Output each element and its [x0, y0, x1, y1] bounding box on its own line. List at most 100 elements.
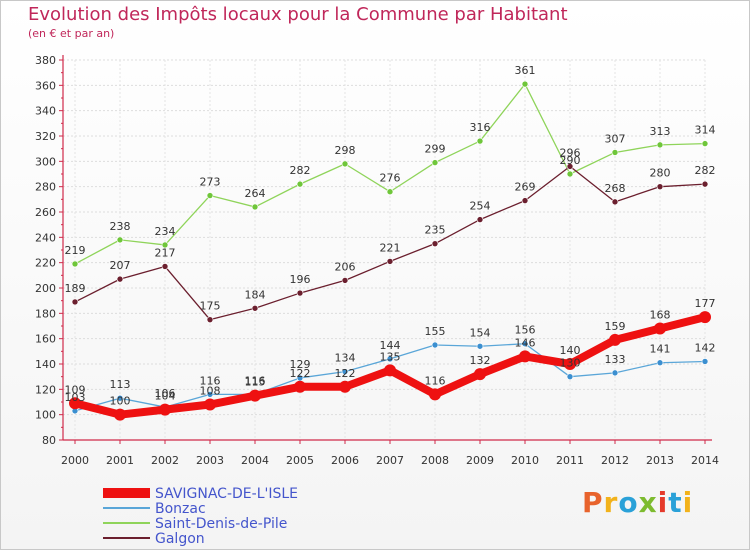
- legend-label: Bonzac: [155, 501, 206, 517]
- x-tick-label: 2008: [421, 454, 449, 467]
- data-label: 298: [335, 144, 356, 157]
- data-label: 113: [110, 378, 131, 391]
- x-tick-label: 2006: [331, 454, 359, 467]
- data-label: 156: [515, 324, 536, 337]
- data-point: [161, 241, 169, 249]
- y-tick-label: 340: [35, 105, 56, 118]
- data-label: 280: [650, 167, 671, 180]
- y-tick-label: 280: [35, 181, 56, 194]
- y-tick-label: 320: [35, 130, 56, 143]
- data-label: 217: [155, 246, 176, 259]
- data-label: 133: [605, 353, 626, 366]
- y-tick-label: 240: [35, 231, 56, 244]
- data-label: 116: [200, 374, 221, 387]
- data-point: [701, 358, 709, 365]
- data-point: [386, 258, 394, 265]
- y-tick-label: 180: [35, 307, 56, 320]
- data-point: [609, 333, 621, 346]
- data-point: [116, 394, 124, 402]
- data-label: 316: [470, 121, 491, 134]
- x-tick-label: 2004: [241, 454, 269, 467]
- data-label: 276: [380, 172, 401, 185]
- data-point: [431, 159, 439, 166]
- x-tick-label: 2007: [376, 454, 404, 467]
- data-point: [611, 198, 619, 206]
- data-label: 219: [65, 244, 86, 257]
- data-point: [161, 263, 169, 270]
- data-point: [251, 304, 259, 312]
- data-label: 264: [245, 187, 266, 200]
- data-point: [386, 188, 394, 196]
- data-point: [159, 403, 171, 416]
- data-label: 115: [245, 376, 266, 389]
- data-label: 296: [560, 146, 581, 159]
- y-tick-label: 380: [35, 54, 56, 67]
- data-point: [521, 197, 529, 204]
- data-label: 108: [200, 385, 221, 398]
- legend-label: Galgon: [155, 531, 205, 547]
- x-tick-label: 2001: [106, 454, 134, 467]
- data-label: 314: [695, 124, 716, 137]
- y-tick-label: 260: [35, 206, 56, 219]
- data-label: 238: [110, 220, 131, 233]
- data-point: [386, 355, 394, 363]
- data-label: 134: [335, 352, 356, 365]
- data-point: [521, 340, 529, 348]
- data-point: [341, 277, 349, 284]
- data-label: 122: [335, 367, 356, 380]
- data-label: 207: [110, 259, 131, 272]
- x-tick-label: 2011: [556, 454, 584, 467]
- y-tick-label: 160: [35, 333, 56, 346]
- data-point: [341, 368, 349, 375]
- data-point: [206, 192, 214, 199]
- data-point: [611, 369, 619, 377]
- data-label: 361: [515, 64, 536, 77]
- data-label: 109: [65, 383, 86, 396]
- data-label: 142: [695, 341, 716, 354]
- x-tick-label: 2013: [646, 454, 674, 467]
- y-tick-label: 220: [35, 257, 56, 270]
- y-tick-label: 120: [35, 383, 56, 396]
- y-tick-label: 100: [35, 409, 56, 422]
- data-point: [71, 298, 79, 306]
- data-point: [654, 322, 666, 335]
- data-label: 206: [335, 260, 356, 273]
- data-label: 141: [650, 343, 671, 356]
- data-point: [656, 141, 664, 149]
- data-label: 146: [515, 336, 536, 349]
- y-tick-label: 140: [35, 358, 56, 371]
- data-label: 290: [560, 154, 581, 167]
- data-label: 129: [290, 358, 311, 371]
- data-label: 282: [695, 164, 716, 177]
- data-point: [701, 140, 709, 147]
- data-label: 184: [245, 288, 266, 301]
- data-label: 168: [650, 309, 671, 322]
- data-point: [431, 341, 439, 349]
- data-point: [701, 180, 709, 188]
- data-label: 106: [155, 387, 176, 400]
- y-tick-label: 200: [35, 282, 56, 295]
- data-point: [116, 236, 124, 244]
- data-point: [476, 137, 484, 145]
- data-label: 159: [605, 320, 626, 333]
- data-point: [656, 359, 664, 367]
- data-point: [114, 408, 126, 421]
- x-tick-label: 2002: [151, 454, 179, 467]
- x-tick-label: 2012: [601, 454, 629, 467]
- data-label: 100: [110, 395, 131, 408]
- data-point: [566, 373, 574, 380]
- data-label: 189: [65, 282, 86, 295]
- data-point: [206, 316, 214, 323]
- data-label: 175: [200, 300, 221, 313]
- data-label: 273: [200, 176, 221, 189]
- data-point: [116, 275, 124, 283]
- data-label: 307: [605, 132, 626, 145]
- data-label: 196: [290, 273, 311, 286]
- data-label: 221: [380, 241, 401, 254]
- data-point: [251, 203, 259, 211]
- x-tick-label: 2014: [691, 454, 719, 467]
- data-point: [71, 260, 79, 268]
- data-point: [341, 160, 349, 168]
